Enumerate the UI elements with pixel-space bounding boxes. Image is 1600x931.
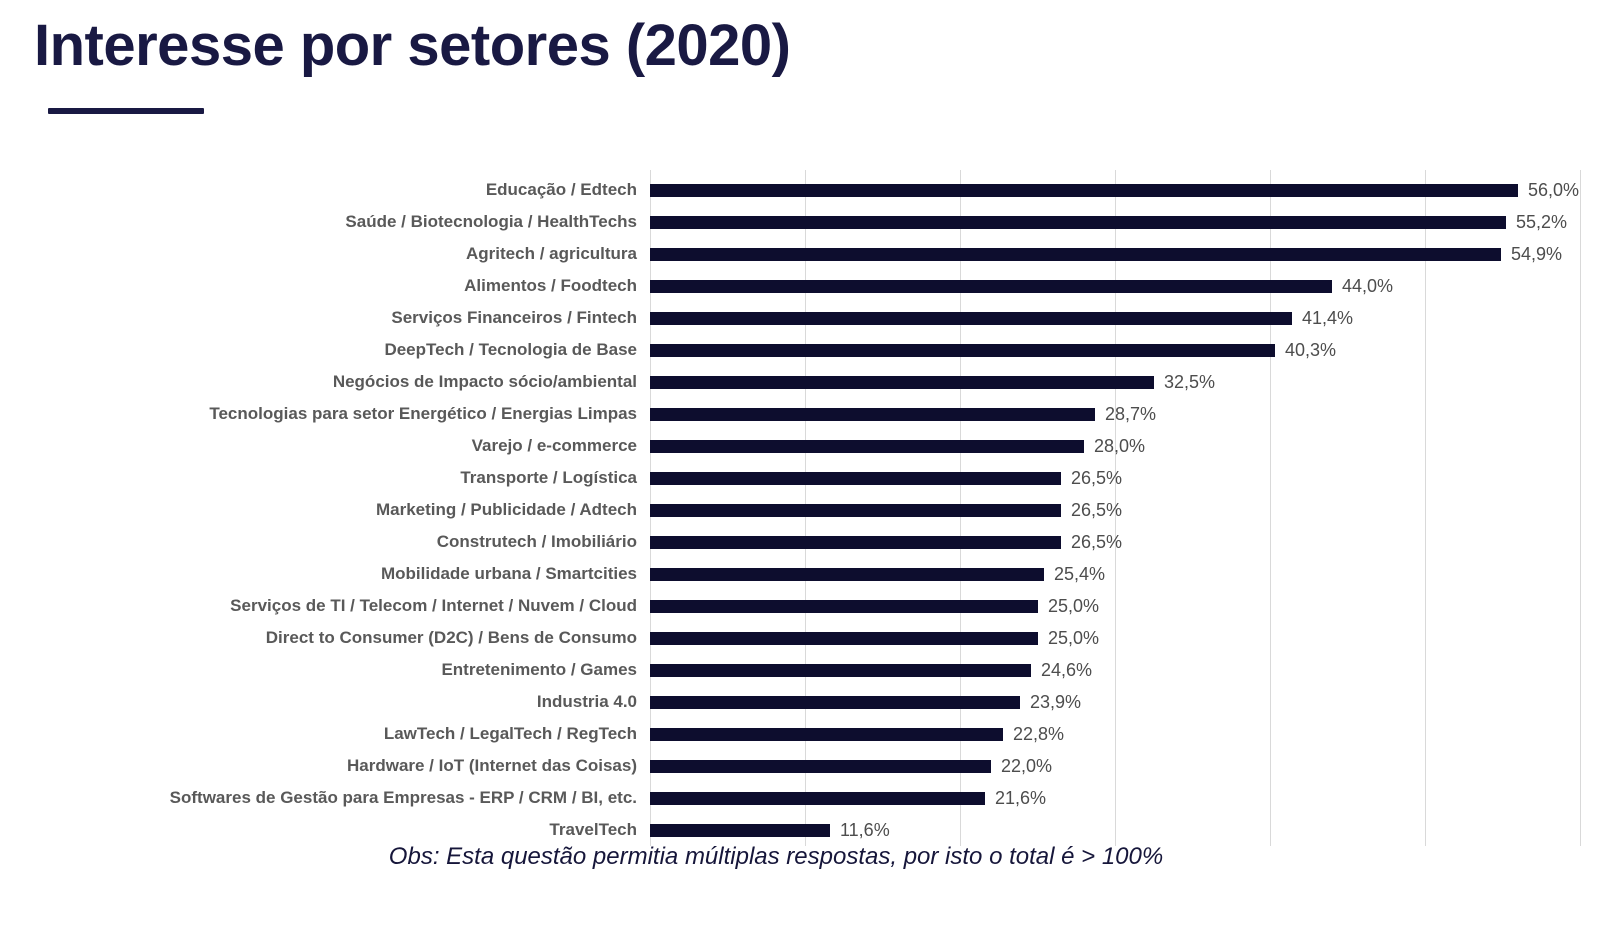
category-label: Educação / Edtech [485, 180, 637, 199]
category-label: Industria 4.0 [536, 692, 637, 711]
category-label: Transporte / Logística [460, 468, 637, 487]
value-label: 25,0% [1048, 627, 1100, 648]
category-label: DeepTech / Tecnologia de Base [384, 340, 637, 359]
page-title: Interesse por setores (2020) [34, 13, 791, 78]
bar [650, 663, 1031, 677]
category-label: Hardware / IoT (Internet das Coisas) [346, 756, 637, 775]
chart-row: Hardware / IoT (Internet das Coisas) 22,0… [98, 750, 1598, 782]
footnote: Obs: Esta questão permitia múltiplas res… [388, 843, 1164, 870]
value-label: 22,8% [1013, 723, 1065, 744]
bar-chart: Educação / Edtech 56,0% Saúde / Biotecnolo… [98, 174, 1598, 846]
chart-row: DeepTech / Tecnologia de Base 40,3% [98, 334, 1598, 366]
bar [650, 439, 1084, 453]
chart-row: Serviços de TI / Telecom / Internet / Nu… [98, 590, 1598, 622]
gridline [1425, 170, 1426, 846]
category-label: Softwares de Gestão para Empresas - ERP … [169, 788, 637, 807]
value-label: 25,0% [1048, 595, 1100, 616]
category-label: Construtech / Imobiliário [436, 532, 637, 551]
bar [650, 823, 830, 837]
bar [650, 471, 1061, 485]
value-label: 23,9% [1030, 691, 1082, 712]
category-label: Mobilidade urbana / Smartcities [380, 564, 637, 583]
chart-row: LawTech / LegalTech / RegTech 22,8% [98, 718, 1598, 750]
value-label: 28,7% [1105, 403, 1157, 424]
chart-row: Agritech / agricultura 54,9% [98, 238, 1598, 270]
category-label: Serviços Financeiros / Fintech [391, 308, 637, 327]
value-label: 56,0% [1528, 179, 1580, 200]
bar [650, 791, 985, 805]
chart-row: Entretenimento / Games 24,6% [98, 654, 1598, 686]
bar [650, 631, 1038, 645]
bar [650, 183, 1518, 197]
value-label: 26,5% [1071, 499, 1123, 520]
gridline [1580, 170, 1581, 846]
category-label: Entretenimento / Games [441, 660, 637, 679]
value-label: 24,6% [1041, 659, 1093, 680]
chart-row: Educação / Edtech 56,0% [98, 174, 1598, 206]
bar [650, 727, 1003, 741]
bar [650, 375, 1154, 389]
bar [650, 599, 1038, 613]
bar [650, 567, 1044, 581]
bar [650, 311, 1292, 325]
chart-row: TravelTech 11,6% [98, 814, 1598, 846]
chart-row: Saúde / Biotecnologia / HealthTechs 55,2% [98, 206, 1598, 238]
bar [650, 759, 991, 773]
value-label: 40,3% [1285, 339, 1337, 360]
value-label: 26,5% [1071, 531, 1123, 552]
value-label: 28,0% [1094, 435, 1146, 456]
category-label: Alimentos / Foodtech [464, 276, 637, 295]
chart-row: Softwares de Gestão para Empresas - ERP … [98, 782, 1598, 814]
bar [650, 279, 1332, 293]
value-label: 55,2% [1516, 211, 1568, 232]
chart-row: Negócios de Impacto sócio/ambiental 32,5% [98, 366, 1598, 398]
bar [650, 407, 1095, 421]
category-label: LawTech / LegalTech / RegTech [383, 724, 637, 743]
category-label: Serviços de TI / Telecom / Internet / Nu… [230, 596, 637, 615]
category-label: Negócios de Impacto sócio/ambiental [332, 372, 637, 391]
bar [650, 215, 1506, 229]
value-label: 26,5% [1071, 467, 1123, 488]
bar [650, 503, 1061, 517]
value-label: 54,9% [1511, 243, 1563, 264]
chart-row: Tecnologias para setor Energético / Ener… [98, 398, 1598, 430]
category-label: Marketing / Publicidade / Adtech [375, 500, 637, 519]
chart-row: Transporte / Logística 26,5% [98, 462, 1598, 494]
bar [650, 343, 1275, 357]
chart-row: Construtech / Imobiliário 26,5% [98, 526, 1598, 558]
category-label: Direct to Consumer (D2C) / Bens de Consu… [265, 628, 637, 647]
gridline [1115, 170, 1116, 846]
chart-row: Alimentos / Foodtech 44,0% [98, 270, 1598, 302]
value-label: 22,0% [1001, 755, 1053, 776]
bar [650, 695, 1020, 709]
gridline [1270, 170, 1271, 846]
title-underline [48, 108, 204, 114]
bar [650, 247, 1501, 261]
value-label: 25,4% [1054, 563, 1106, 584]
category-label: Varejo / e-commerce [471, 436, 637, 455]
chart-row: Serviços Financeiros / Fintech 41,4% [98, 302, 1598, 334]
category-label: Tecnologias para setor Energético / Ener… [209, 404, 637, 423]
chart-row: Industria 4.0 23,9% [98, 686, 1598, 718]
chart-row: Direct to Consumer (D2C) / Bens de Consu… [98, 622, 1598, 654]
category-label: Saúde / Biotecnologia / HealthTechs [345, 212, 637, 231]
value-label: 11,6% [840, 819, 890, 840]
value-label: 41,4% [1302, 307, 1354, 328]
value-label: 44,0% [1342, 275, 1394, 296]
value-label: 21,6% [995, 787, 1047, 808]
chart-row: Varejo / e-commerce 28,0% [98, 430, 1598, 462]
bar [650, 535, 1061, 549]
chart-row: Marketing / Publicidade / Adtech 26,5% [98, 494, 1598, 526]
value-label: 32,5% [1164, 371, 1216, 392]
chart-row: Mobilidade urbana / Smartcities 25,4% [98, 558, 1598, 590]
category-label: Agritech / agricultura [466, 244, 637, 263]
category-label: TravelTech [549, 820, 637, 839]
